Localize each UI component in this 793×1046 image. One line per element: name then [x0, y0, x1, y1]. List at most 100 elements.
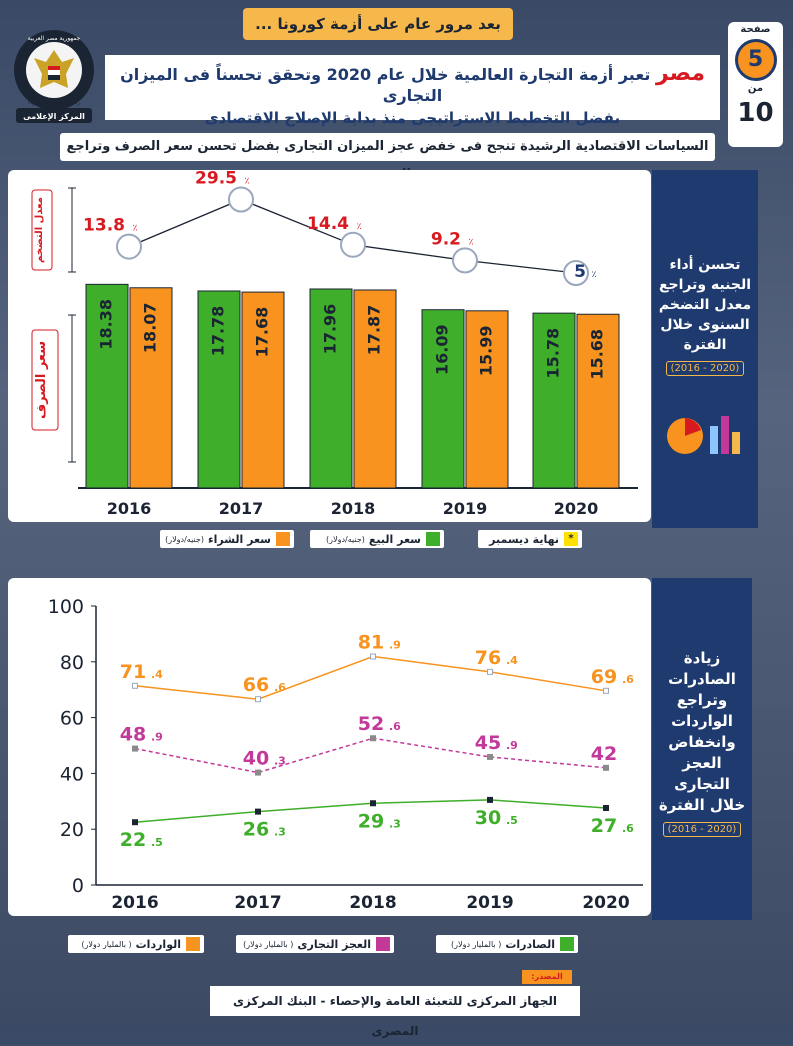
bar-sell-2019 [421, 309, 465, 489]
label-decimal-exports-2017: .3 [274, 826, 286, 839]
bar-buy-2017 [241, 291, 285, 489]
x-tick-2016: 2016 [111, 893, 158, 913]
headline-line1: تعبر أزمة التجارة العالمية خلال عام 2020… [120, 65, 651, 105]
bar-sell-2016 [85, 283, 129, 489]
label-exports-2017: 26 [243, 819, 269, 841]
label-imports-2020: 69 [591, 666, 617, 688]
inflation-unit-2016: ٪ [133, 224, 138, 234]
inflation-point-2016 [116, 233, 142, 260]
bar-buy-2019 [465, 310, 509, 489]
bar-label-sell-2018: 17.96 [321, 304, 340, 355]
label-decimal-deficit-2017: .3 [274, 755, 286, 768]
inflation-unit-2017: ٪ [245, 177, 250, 187]
legend-note: * نهاية ديسمبر [478, 530, 582, 548]
label-decimal-imports-2020: .6 [622, 673, 634, 686]
point-deficit-2017 [255, 769, 261, 776]
bar-label-buy-2020: 15.68 [588, 329, 607, 380]
trade-balance-chart: 100 80 60 40 20 0 2016 2017 2018 2019 2020 71 .4 66 .6… [48, 596, 643, 913]
label-deficit-2020: 42 [591, 743, 617, 765]
page-of-label: من [747, 83, 764, 94]
bar-label-sell-2020: 15.78 [544, 328, 563, 379]
inflation-label-2019: 9.2 [431, 229, 461, 249]
line-imports [134, 655, 607, 700]
inflation-point-2018 [340, 231, 366, 258]
label-imports-2019: 76 [475, 647, 501, 669]
inflation-unit-2018: ٪ [357, 222, 362, 232]
point-deficit-2016 [132, 745, 138, 752]
inflation-label-2020: 5 [574, 262, 586, 282]
legend-imports-unit: ( بالمليار دولار) [81, 939, 132, 949]
header-banner: بعد مرور عام على أزمة كورونا ... [243, 8, 513, 40]
inflation-point-2017 [228, 186, 254, 213]
point-exports-2019 [487, 796, 493, 803]
x-tick-2019: 2019 [466, 893, 513, 913]
x-tick-2018: 2018 [331, 499, 376, 518]
side-caption-2-text: زيادة الصادرات وتراجع الواردات وانخفاض ا… [658, 649, 746, 814]
exchange-axis-label: سعر الصرف [34, 341, 49, 419]
inflation-label-2018: 14.4 [307, 214, 349, 234]
point-exports-2017 [255, 808, 261, 815]
label-deficit-2018: 52 [358, 713, 384, 735]
subtitle: السياسات الاقتصادية الرشيدة تنجح فى خفض … [60, 133, 715, 182]
label-decimal-imports-2018: .9 [389, 638, 401, 651]
side-caption-1-text: تحسن أداء الجنيه وتراجع معدل التضخم السن… [658, 257, 752, 353]
bar-sell-2017 [197, 290, 241, 489]
page-total: 10 [737, 98, 774, 128]
exchange-inflation-panel: معدل التضخم سعر الصرف 18.38 18.07 2016 17.78 1… [8, 169, 651, 522]
legend-note-mark: * [564, 532, 578, 546]
x-tick-2020: 2020 [582, 893, 629, 913]
inflation-bracket [68, 187, 76, 273]
logo-text-1: جمهورية مصر العربية [28, 35, 81, 42]
legend-exports-unit: ( بالمليار دولار) [451, 939, 502, 949]
bar-label-buy-2019: 15.99 [477, 326, 496, 377]
label-decimal-deficit-2018: .6 [389, 720, 401, 733]
point-imports-2016 [132, 682, 138, 689]
label-deficit-2016: 48 [120, 724, 146, 746]
legend-sell-swatch [426, 532, 440, 546]
headline: مصر تعبر أزمة التجارة العالمية خلال عام … [105, 55, 720, 127]
label-decimal-imports-2019: .4 [506, 654, 518, 667]
bar-label-sell-2017: 17.78 [209, 306, 228, 357]
y-tick-0: 0 [72, 875, 84, 897]
point-exports-2016 [132, 819, 138, 826]
legend-exports-label: الصادرات [505, 937, 555, 951]
bar-buy-2016 [129, 287, 173, 489]
legend-deficit-label: العجز التجارى [297, 937, 371, 951]
exchange-axis-label-box [31, 329, 59, 431]
label-decimal-exports-2016: .5 [151, 836, 163, 849]
bar-label-sell-2016: 18.38 [97, 299, 116, 350]
legend-sell-label: سعر البيع [368, 532, 421, 546]
label-decimal-exports-2019: .5 [506, 814, 518, 827]
bar-label-sell-2019: 16.09 [433, 324, 452, 375]
legend-sell: سعر البيع (جنيه/دولار) [310, 530, 444, 548]
label-decimal-imports-2016: .4 [151, 668, 163, 681]
bar-label-buy-2016: 18.07 [141, 302, 160, 353]
legend-deficit: العجز التجارى ( بالمليار دولار) [236, 935, 394, 953]
point-deficit-2019 [487, 753, 493, 760]
headline-line2: بفضل التخطيط الاستراتيجى منذ بداية الإصل… [204, 109, 621, 127]
side-caption-2: زيادة الصادرات وتراجع الواردات وانخفاض ا… [652, 578, 752, 920]
label-exports-2019: 30 [475, 807, 501, 829]
legend-buy-swatch [276, 532, 290, 546]
legend-buy-unit: (جنيه/دولار) [165, 534, 204, 544]
label-decimal-imports-2017: .6 [274, 681, 286, 694]
bar-buy-2020 [576, 313, 620, 489]
label-decimal-deficit-2016: .9 [151, 731, 163, 744]
point-exports-2020 [603, 804, 609, 811]
label-imports-2017: 66 [243, 674, 269, 696]
legend-note-label: نهاية ديسمبر [489, 532, 559, 546]
bar-sell-2020 [532, 312, 576, 489]
inflation-unit-2019: ٪ [469, 237, 474, 247]
y-tick-80: 80 [60, 652, 84, 674]
inflation-point-2019 [452, 247, 478, 274]
x-tick-2016: 2016 [107, 499, 152, 518]
point-exports-2018 [370, 800, 376, 807]
label-decimal-exports-2020: .6 [622, 822, 634, 835]
x-tick-2017: 2017 [219, 499, 264, 518]
inflation-axis-label: معدل التضخم [34, 197, 45, 263]
x-tick-2017: 2017 [234, 893, 281, 913]
y-tick-60: 60 [60, 708, 84, 730]
headline-country: مصر [655, 61, 705, 86]
bar-label-buy-2017: 17.68 [253, 307, 272, 358]
x-tick-2018: 2018 [349, 893, 396, 913]
